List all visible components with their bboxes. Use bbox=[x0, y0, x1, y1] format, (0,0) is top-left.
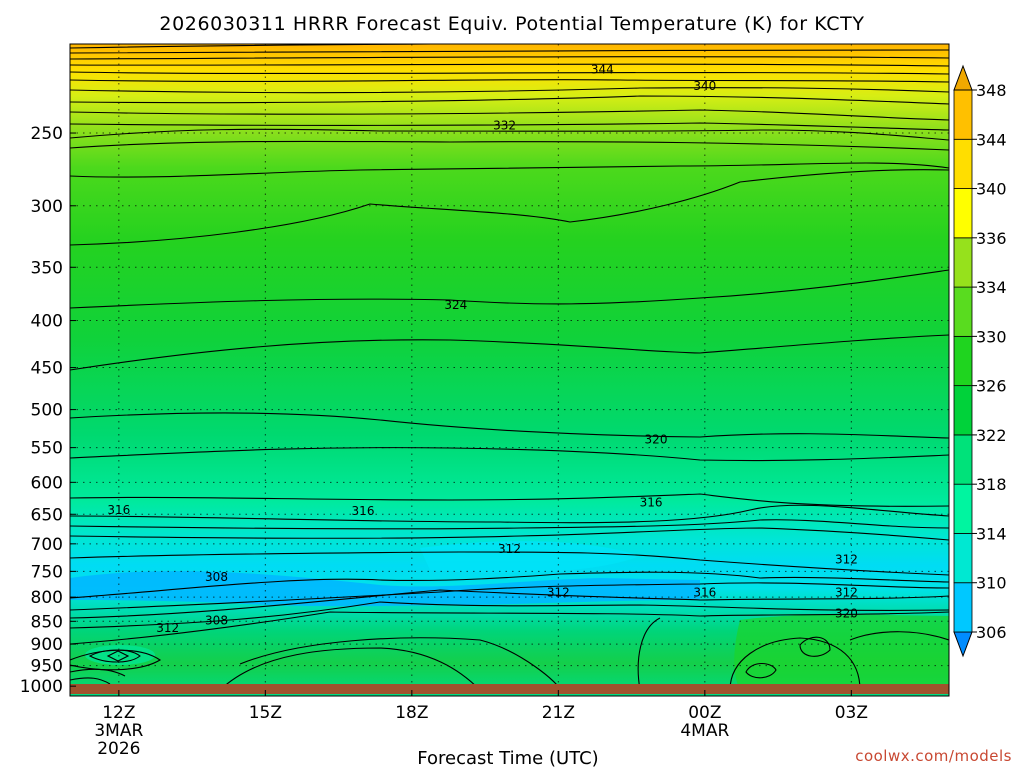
contour-label: 316 bbox=[693, 586, 716, 600]
y-tick-label: 1000 bbox=[20, 677, 63, 697]
y-tick-label: 750 bbox=[31, 562, 63, 582]
colorbar-low-arrow bbox=[953, 631, 973, 658]
x-tick-label: 4MAR bbox=[680, 721, 729, 741]
contour-label: 316 bbox=[352, 504, 375, 518]
x-tick-label: 2026 bbox=[97, 739, 140, 759]
colorbar-segment bbox=[953, 237, 973, 288]
y-tick-label: 400 bbox=[31, 312, 63, 332]
contour-label: 320 bbox=[835, 606, 858, 620]
x-axis-label: Forecast Time (UTC) bbox=[417, 748, 598, 768]
y-tick-label: 250 bbox=[31, 124, 63, 144]
contour-label: 312 bbox=[156, 621, 179, 635]
colorbar-segment bbox=[953, 582, 973, 633]
contour-label: 312 bbox=[835, 586, 858, 600]
colorbar-segment bbox=[953, 188, 973, 239]
x-tick-label: 15Z bbox=[249, 703, 282, 723]
y-tick-label: 350 bbox=[31, 258, 63, 278]
contour-label: 344 bbox=[591, 63, 614, 77]
contour-label: 324 bbox=[444, 298, 467, 312]
x-tick-label: 18Z bbox=[395, 703, 428, 723]
contour-label: 316 bbox=[640, 495, 663, 509]
colorbar-segment bbox=[953, 483, 973, 534]
x-tick-label: 12Z bbox=[102, 703, 135, 723]
colorbar-segment bbox=[953, 385, 973, 436]
colorbar-segment bbox=[953, 138, 973, 189]
x-tick-label: 03Z bbox=[835, 703, 868, 723]
contour-labels: 344 340 332 324 320 316 316 316 312 312 308 312 316 3… bbox=[107, 63, 858, 635]
y-tick-label: 950 bbox=[31, 657, 63, 677]
colorbar-segment bbox=[953, 335, 973, 387]
colorbar-label: 336 bbox=[976, 229, 1007, 248]
x-tick-label: 00Z bbox=[688, 703, 721, 723]
colorbar: 306 310 314 318 322 326 330 334 336 340 344 348 bbox=[953, 64, 1007, 658]
colorbar-label: 326 bbox=[976, 377, 1007, 396]
contour-lines bbox=[70, 44, 949, 691]
credit-text: coolwx.com/models bbox=[855, 747, 1012, 765]
contour-label: 308 bbox=[205, 570, 228, 584]
colorbar-label: 330 bbox=[976, 327, 1007, 346]
colorbar-segment bbox=[953, 434, 973, 485]
contour-label: 312 bbox=[835, 552, 858, 566]
colorbar-label: 334 bbox=[976, 278, 1007, 297]
plot-frame bbox=[69, 43, 950, 697]
colorbar-high-arrow bbox=[953, 64, 973, 91]
y-tick-label: 850 bbox=[31, 612, 63, 632]
colorbar-label: 340 bbox=[976, 180, 1007, 199]
y-tick-label: 700 bbox=[31, 535, 63, 555]
colorbar-label: 310 bbox=[976, 574, 1007, 593]
colorbar-segment bbox=[953, 89, 973, 140]
gridlines bbox=[70, 44, 949, 696]
colorbar-label: 306 bbox=[976, 623, 1007, 642]
y-tick-label: 650 bbox=[31, 505, 63, 525]
contour-label: 320 bbox=[645, 432, 668, 446]
dry-pocket bbox=[420, 541, 640, 573]
contour-label: 312 bbox=[547, 586, 570, 600]
colorbar-label: 314 bbox=[976, 524, 1007, 543]
y-axis: 250 300 350 400 450 500 550 600 650 700 750 800 850 9… bbox=[20, 124, 76, 697]
contour-label: 308 bbox=[205, 613, 228, 627]
cold-dry-layer bbox=[70, 571, 700, 607]
y-tick-label: 550 bbox=[31, 439, 63, 459]
y-tick-label: 300 bbox=[31, 197, 63, 217]
contour-label: 332 bbox=[493, 118, 516, 132]
colorbar-segment bbox=[953, 286, 973, 337]
colorbar-label: 348 bbox=[976, 81, 1007, 100]
contour-label: 312 bbox=[498, 542, 521, 556]
chart-title: 2026030311 HRRR Forecast Equiv. Potentia… bbox=[159, 13, 864, 35]
colorbar-label: 344 bbox=[976, 130, 1007, 149]
y-tick-label: 800 bbox=[31, 588, 63, 608]
contour-label: 316 bbox=[107, 503, 130, 517]
colorbar-label: 318 bbox=[976, 475, 1007, 494]
colorbar-segment bbox=[953, 533, 973, 584]
y-tick-label: 600 bbox=[31, 473, 63, 493]
x-tick-label: 3MAR bbox=[94, 721, 143, 741]
y-tick-label: 450 bbox=[31, 359, 63, 379]
y-tick-label: 900 bbox=[31, 635, 63, 655]
x-tick-label: 21Z bbox=[542, 703, 575, 723]
colorbar-label: 322 bbox=[976, 426, 1007, 445]
contour-label: 340 bbox=[693, 79, 716, 93]
moist-pocket-east bbox=[734, 614, 949, 690]
plot-area: 344 340 332 324 320 316 316 316 312 312 308 312 316 3… bbox=[69, 43, 950, 697]
ground-surface bbox=[70, 684, 949, 694]
y-tick-label: 500 bbox=[31, 401, 63, 421]
